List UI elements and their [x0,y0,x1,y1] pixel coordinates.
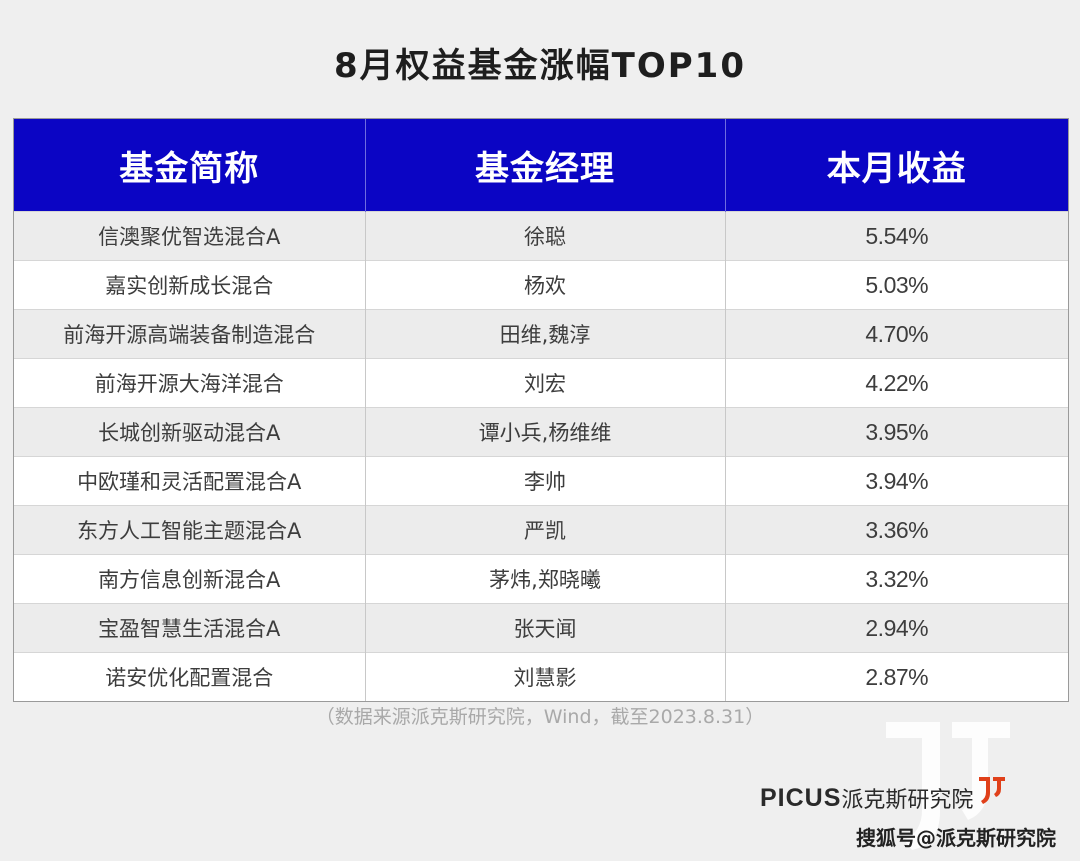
return-cell: 3.32% [725,554,1068,604]
fund-table: 基金简称 基金经理 本月收益 信澳聚优智选混合A 徐聪 5.54% 嘉实创新成长… [13,118,1069,702]
sohu-watermark: 搜狐号@派克斯研究院 [856,826,1056,850]
fund-name-cell: 南方信息创新混合A [14,554,366,604]
fund-name-cell: 嘉实创新成长混合 [14,260,366,310]
table-row: 中欧瑾和灵活配置混合A 李帅 3.94% [14,456,1068,506]
brand-mark-icon [979,777,1006,804]
manager-cell: 谭小兵,杨维维 [365,407,726,457]
return-cell: 2.94% [725,603,1068,653]
return-cell: 5.03% [725,260,1068,310]
manager-cell: 徐聪 [365,211,726,261]
header-monthly-return: 本月收益 [725,119,1068,212]
table-row: 前海开源高端装备制造混合 田维,魏淳 4.70% [14,309,1068,359]
manager-cell: 刘慧影 [365,652,726,701]
fund-name-cell: 宝盈智慧生活混合A [14,603,366,653]
header-fund-name: 基金简称 [14,119,366,212]
header-fund-manager: 基金经理 [365,119,726,212]
fund-name-cell: 前海开源高端装备制造混合 [14,309,366,359]
page-title: 8月权益基金涨幅TOP10 [334,46,746,86]
fund-name-cell: 前海开源大海洋混合 [14,358,366,408]
fund-name-cell: 信澳聚优智选混合A [14,211,366,261]
table-row: 嘉实创新成长混合 杨欢 5.03% [14,260,1068,310]
manager-cell: 李帅 [365,456,726,506]
return-cell: 3.36% [725,505,1068,555]
fund-name-cell: 诺安优化配置混合 [14,652,366,701]
brand-name-cn: 派克斯研究院 [841,788,974,813]
brand-name-en: PICUS [760,783,842,812]
return-cell: 4.22% [725,358,1068,408]
fund-name-cell: 长城创新驱动混合A [14,407,366,457]
table-row: 长城创新驱动混合A 谭小兵,杨维维 3.95% [14,407,1068,457]
picus-watermark-logo [886,722,1010,850]
return-cell: 5.54% [725,211,1068,261]
manager-cell: 刘宏 [365,358,726,408]
table-row: 南方信息创新混合A 茅炜,郑晓曦 3.32% [14,554,1068,604]
manager-cell: 田维,魏淳 [365,309,726,359]
manager-cell: 张天闻 [365,603,726,653]
table-row: 宝盈智慧生活混合A 张天闻 2.94% [14,603,1068,653]
manager-cell: 茅炜,郑晓曦 [365,554,726,604]
fund-name-cell: 中欧瑾和灵活配置混合A [14,456,366,506]
table-row: 前海开源大海洋混合 刘宏 4.22% [14,358,1068,408]
return-cell: 3.95% [725,407,1068,457]
manager-cell: 杨欢 [365,260,726,310]
return-cell: 3.94% [725,456,1068,506]
fund-name-cell: 东方人工智能主题混合A [14,505,366,555]
return-cell: 4.70% [725,309,1068,359]
table-header-row: 基金简称 基金经理 本月收益 [14,119,1068,212]
table-row: 诺安优化配置混合 刘慧影 2.87% [14,652,1068,701]
manager-cell: 严凯 [365,505,726,555]
table-row: 信澳聚优智选混合A 徐聪 5.54% [14,211,1068,261]
brand-logo: PICUS 派克斯研究院 [760,777,1007,816]
table-row: 东方人工智能主题混合A 严凯 3.36% [14,505,1068,555]
source-note: （数据来源派克斯研究院，Wind，截至2023.8.31） [315,706,765,728]
return-cell: 2.87% [725,652,1068,701]
